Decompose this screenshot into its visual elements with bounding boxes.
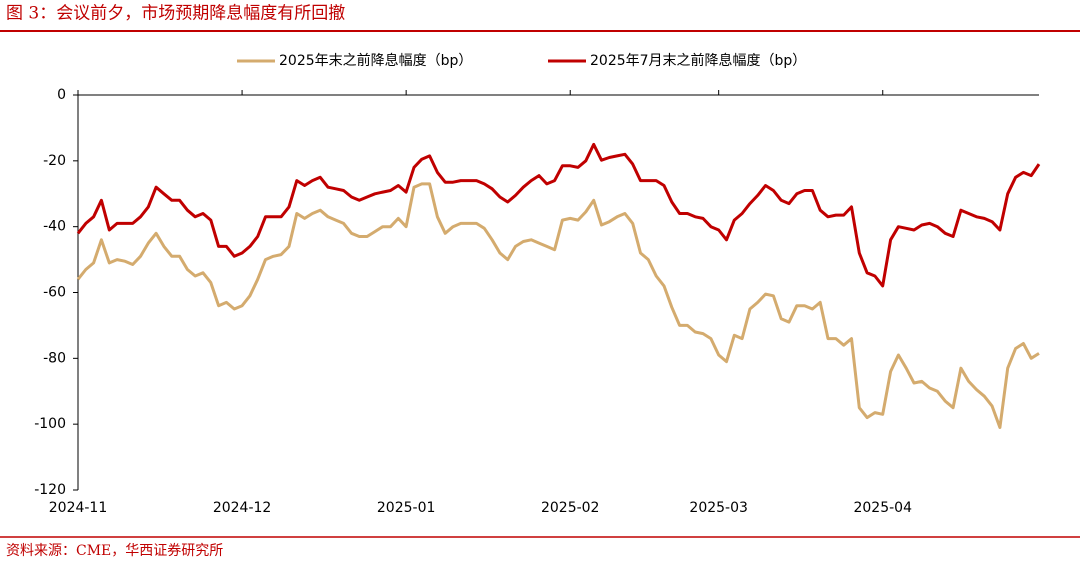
y-tick-label: -120 xyxy=(34,482,66,498)
y-tick-label: 0 xyxy=(57,87,66,103)
y-tick-label: -60 xyxy=(43,285,66,301)
y-tick-label: -20 xyxy=(43,153,66,169)
x-tick-label: 2025-04 xyxy=(853,500,912,516)
line-series xyxy=(76,142,1041,288)
x-tick-label: 2025-03 xyxy=(689,500,748,516)
x-tick-label: 2025-01 xyxy=(377,500,436,516)
source: 资料来源：CME，华西证券研究所 xyxy=(6,543,223,559)
x-tick-label: 2024-12 xyxy=(213,500,272,516)
y-tick-label: -40 xyxy=(43,219,66,235)
line-series xyxy=(76,182,1040,429)
x-tick-label: 2024-11 xyxy=(49,500,108,516)
chart-title: 图 3：会议前夕，市场预期降息幅度有所回撤 xyxy=(6,4,345,24)
y-tick-label: -80 xyxy=(43,350,66,366)
legend-label: 2025年7月末之前降息幅度（bp） xyxy=(590,52,806,69)
x-tick-label: 2025-02 xyxy=(541,500,600,516)
y-tick-label: -100 xyxy=(34,416,66,432)
legend-label: 2025年末之前降息幅度（bp） xyxy=(279,52,472,69)
